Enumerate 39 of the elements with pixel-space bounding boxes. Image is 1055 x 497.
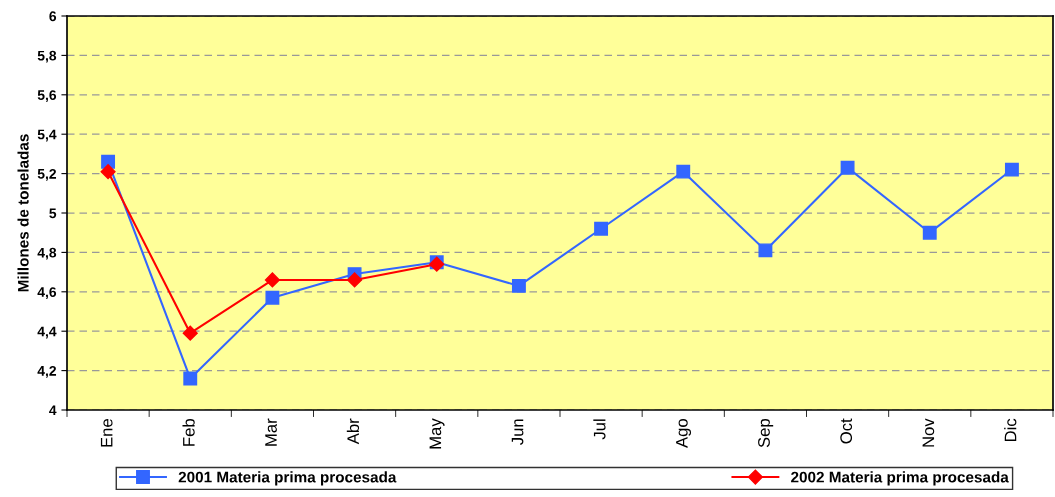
point [183, 371, 198, 386]
y-tick-label: 5,6 [37, 90, 57, 102]
point [100, 164, 116, 180]
y-tick-label: 5,8 [37, 50, 57, 63]
point [264, 272, 280, 288]
y-axis-title: Millones de toneladas [17, 134, 29, 292]
y-tick-label: 4,4 [37, 326, 57, 339]
y-tick-label: 6 [49, 11, 57, 22]
legend-label: 2002 Materia prima procesada [791, 471, 1009, 486]
x-tick-label: Feb [182, 419, 195, 446]
x-tick-label: Oct [840, 418, 853, 444]
point [1004, 162, 1019, 177]
y-tick-label: 4 [49, 405, 57, 416]
x-tick-label: Sep [758, 419, 774, 448]
y-tick-label: 5,4 [37, 129, 57, 142]
point [265, 290, 280, 305]
y-tick-label: 4,6 [37, 287, 57, 299]
point [594, 221, 609, 236]
point [676, 164, 691, 179]
x-tick-label: Nov [922, 418, 935, 447]
point [758, 243, 773, 258]
x-tick-label: Mar [265, 418, 277, 446]
x-tick-label: Abr [346, 418, 360, 445]
legend-label: 2001 Materia prima procesada [178, 471, 397, 486]
point [347, 272, 363, 288]
x-tick-label: May [429, 418, 445, 449]
x-tick-label: Ago [676, 419, 692, 448]
x-tick-label: Jul [593, 419, 606, 440]
x-tick-label: Ene [100, 419, 113, 447]
y-tick-label: 5,2 [37, 168, 57, 181]
point [840, 160, 855, 175]
y-tick-label: 4,8 [37, 247, 57, 260]
y-tick-label: 4,2 [37, 365, 57, 378]
point [511, 278, 526, 293]
point [182, 325, 198, 341]
x-tick-label: Dic [1004, 418, 1017, 442]
point [922, 225, 937, 240]
x-tick-label: Jun [511, 419, 524, 445]
y-tick-label: 5 [49, 208, 57, 219]
